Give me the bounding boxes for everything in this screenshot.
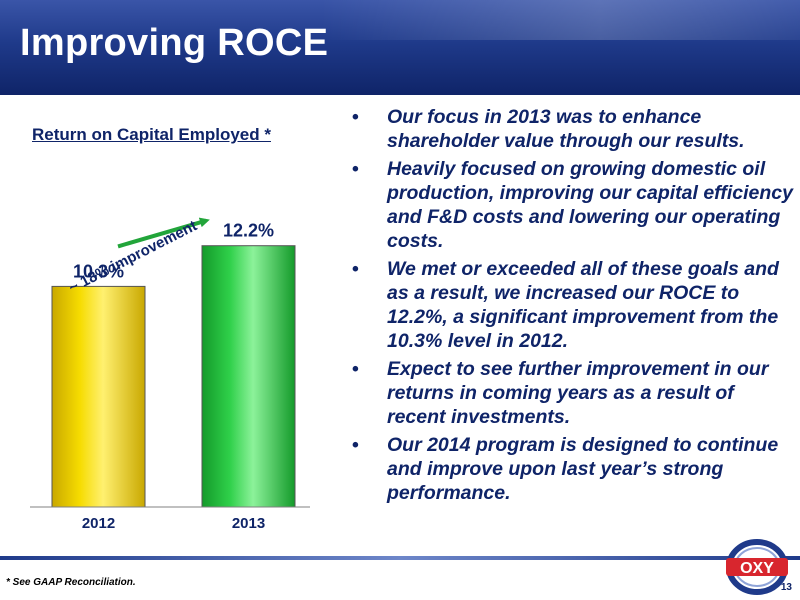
- data-label-2012: 10.3%: [73, 261, 124, 281]
- bullet-item: • Our focus in 2013 was to enhance shareh…: [352, 106, 745, 152]
- bullet-item: • We met or exceeded all of these goals a…: [352, 258, 779, 352]
- bullet-item: • Our 2014 program is designed to continu…: [352, 434, 779, 504]
- bar-2013: [201, 245, 296, 508]
- x-tick-label-2013: 2013: [232, 515, 265, 532]
- bullet-item: • Heavily focused on growing domestic oil…: [352, 158, 793, 252]
- oxy-logo: OXY: [726, 539, 788, 595]
- improvement-annotation: ~ 18% improvement: [66, 217, 200, 296]
- header-banner: Improving ROCE: [0, 0, 800, 95]
- logo-text: OXY: [740, 560, 774, 577]
- chart-title: Return on Capital Employed *: [32, 125, 271, 144]
- slide-title: Improving ROCE: [20, 22, 329, 64]
- x-tick-label-2012: 2012: [82, 515, 115, 532]
- bullet-list: • Our focus in 2013 was to enhance shareh…: [350, 105, 795, 509]
- data-label-2013: 12.2%: [223, 221, 274, 241]
- bullet-item: • Expect to see further improvement in ou…: [352, 358, 769, 428]
- footer-divider: [0, 556, 800, 560]
- footnote: * See GAAP Reconciliation.: [6, 577, 136, 588]
- improvement-arrow: [117, 217, 210, 249]
- bar-2012: [51, 285, 146, 508]
- page-number: 13: [780, 582, 792, 593]
- header-shine: [0, 0, 800, 40]
